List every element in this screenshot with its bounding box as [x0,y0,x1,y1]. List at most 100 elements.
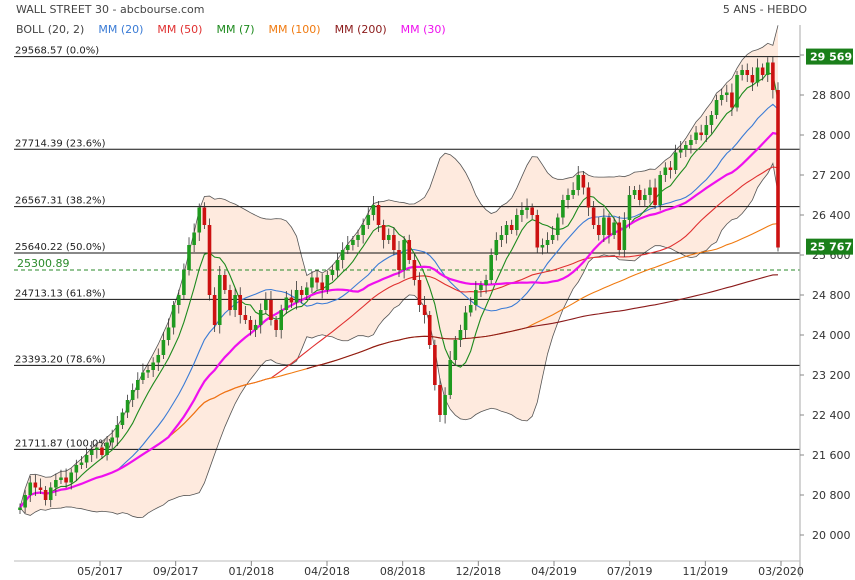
candle-body [627,195,632,220]
candle-body [699,132,703,135]
fib-level-label: 29568.57 (0.0%) [15,46,99,57]
candle-body [678,150,683,153]
candle-body [602,217,606,235]
candle-body [84,455,89,463]
fib-level-label: 21711.87 (100.0%) [15,438,112,449]
candle-body [207,225,212,295]
candle-body [89,450,94,455]
y-tick-label: 28 000 [812,129,851,142]
candle-body [760,67,765,75]
candle-body [407,240,412,260]
legend-item: MM (50) [157,23,203,36]
legend: BOLL (20, 2) MM (20) MM (50) MM (7) MM (100)… [16,23,460,36]
candle-body [479,285,483,290]
bollinger-upper-line [19,25,779,508]
candle-body [217,275,222,325]
candle-body [509,225,514,230]
candle-body [202,207,207,225]
candle-body [474,290,478,305]
fib-level-label: 26567.31 (38.2%) [15,196,106,207]
fib-level-label: 27714.39 (23.6%) [15,138,106,149]
candle-body [361,225,365,235]
legend-item: MM (100) [268,23,321,36]
candle-body [376,205,381,225]
y-tick-label: 24 800 [812,289,851,302]
candle-body [468,305,473,313]
chart-title: WALL STREET 30 - abcbourse.com [16,3,205,16]
candle-body [386,235,391,240]
candle-body [356,235,360,240]
candle-body [745,70,750,75]
candle-body [141,372,145,380]
candle-body [105,442,109,455]
candle-body [171,305,176,328]
legend-item: MM (30) [400,23,446,36]
candle-body [161,340,166,355]
candle-body [166,327,171,340]
candle-body [643,195,647,200]
candle-body [54,480,58,488]
candle-body [612,222,616,235]
candle-body [673,152,678,170]
candle-body [684,145,688,150]
candle-body [192,232,196,245]
x-tick-label: 08/2018 [380,565,426,578]
candle-body [535,215,540,248]
candle-body [315,277,319,283]
x-tick-label: 04/2019 [531,565,577,578]
candle-body [458,330,463,340]
candle-body [110,437,114,443]
candle-body [771,62,775,90]
candle-body [64,477,68,483]
candle-body [289,297,294,303]
candle-body [269,300,273,320]
candle-body [212,295,217,325]
bollinger-lower-line [19,162,779,518]
candle-body [248,320,253,330]
candle-body [730,92,734,108]
candle-body [714,100,719,115]
candle-body [709,115,714,125]
fib-level-label: 23393.20 (78.6%) [15,354,106,365]
candle-body [755,67,760,83]
candle-body [120,412,125,425]
candle-body [28,482,33,495]
candle-body [704,125,709,135]
candle-body [397,250,401,270]
candle-body [243,315,248,320]
candle-body [586,187,591,208]
candle-body [146,370,150,373]
candle-body [561,200,565,218]
plot-area: 29568.57 (0.0%) 27714.39 (23.6%) 26567.31 … [14,25,853,578]
candle-body [668,167,673,170]
candle-body [438,385,442,415]
candle-body [340,250,345,260]
y-tick-label: 28 800 [812,89,851,102]
candle-body [550,235,555,240]
candle-body [427,315,432,345]
candle-body [238,295,243,315]
candle-body [555,217,560,235]
candle-body [325,275,330,290]
price-tag-label: 29 569 [810,51,852,64]
candle-body [576,175,581,190]
candle-body [125,400,130,413]
candle-body [335,260,340,270]
dashed-level-label: 25300.89 [17,257,70,270]
x-tick-label: 04/2018 [304,565,350,578]
ma-line-7 [19,71,779,508]
candle-body [310,277,314,288]
candle-body [279,310,284,330]
candle-body [176,295,181,305]
candle-body [228,290,232,310]
candle-body [735,75,739,108]
legend-item: MM (20) [98,23,144,36]
candle-body [330,270,335,275]
price-tag-box [806,238,853,255]
candle-body [689,140,693,145]
x-tick-label: 11/2019 [682,565,728,578]
candle-body [23,495,27,508]
candle-body [351,240,355,245]
candle-body [484,280,488,285]
